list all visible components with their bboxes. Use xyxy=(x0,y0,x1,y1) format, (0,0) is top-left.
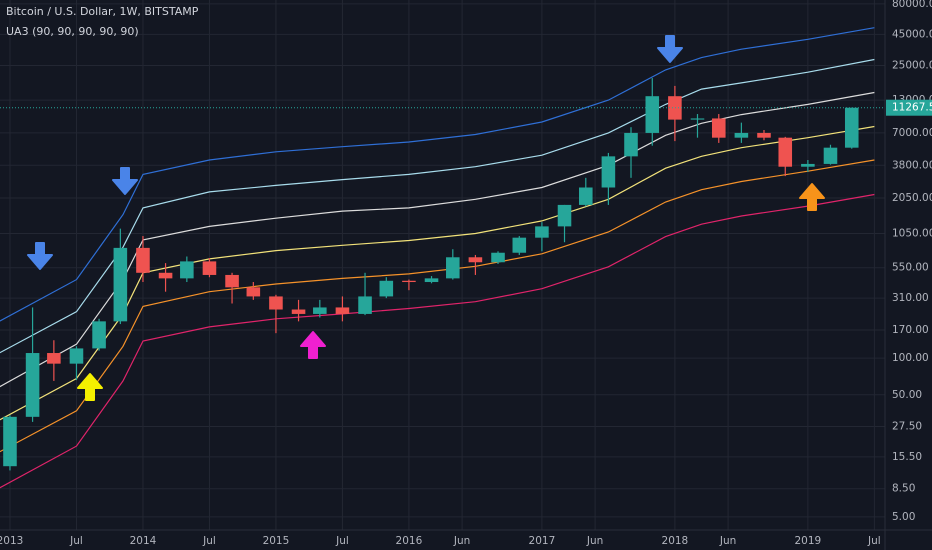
y-tick-label: 5.00 xyxy=(892,511,915,523)
candle-body xyxy=(113,247,128,322)
y-tick-label: 25000.00 xyxy=(892,59,932,71)
candle-body xyxy=(402,280,416,283)
candle-body xyxy=(601,156,616,188)
x-tick-label: 2019 xyxy=(795,535,822,547)
y-tick-label: 3800.00 xyxy=(892,159,932,171)
y-tick-label: 27.50 xyxy=(892,420,922,432)
arrow-down xyxy=(27,242,53,270)
x-tick-label: 2013 xyxy=(0,535,23,547)
band-line xyxy=(0,58,875,354)
candle-body xyxy=(491,252,505,263)
candles xyxy=(0,78,885,471)
x-tick-label: 2017 xyxy=(529,535,556,547)
bands xyxy=(0,27,875,489)
y-tick-label: 8.50 xyxy=(892,483,915,495)
band-line xyxy=(0,159,875,453)
x-tick-label: Jun xyxy=(586,535,603,547)
candle-body xyxy=(69,348,84,364)
y-tick-label: 80000.00 xyxy=(892,0,932,10)
candle-body xyxy=(379,280,394,297)
candle-body xyxy=(313,307,327,314)
candle-body xyxy=(557,204,572,227)
x-tick-label: Jul xyxy=(202,535,216,547)
grid xyxy=(0,0,885,530)
candle-body xyxy=(844,107,859,148)
x-tick-label: 2018 xyxy=(662,535,689,547)
y-tick-label: 15.50 xyxy=(892,451,922,463)
arrow-down xyxy=(657,35,683,63)
indicator-label: UA3 (90, 90, 90, 90, 90) xyxy=(6,25,139,38)
candle-body xyxy=(3,416,17,467)
candle-body xyxy=(645,96,660,133)
y-tick-label: 1050.00 xyxy=(892,227,932,239)
candle-body xyxy=(734,132,749,138)
x-tick-label: Jul xyxy=(69,535,83,547)
x-tick-label: Jul xyxy=(867,535,881,547)
band-line xyxy=(0,193,875,489)
candle-body xyxy=(47,353,61,364)
candle-body xyxy=(823,147,838,164)
candle-body xyxy=(424,278,439,283)
x-tick-label: Jun xyxy=(719,535,736,547)
y-tick-label: 50.00 xyxy=(892,389,922,401)
candle-body xyxy=(269,296,283,310)
arrow-down xyxy=(112,167,138,195)
y-tick-label: 170.00 xyxy=(892,324,929,336)
candle-body xyxy=(225,274,239,288)
y-tick-label: 45000.00 xyxy=(892,28,932,40)
y-tick-label: 2050.00 xyxy=(892,192,932,204)
candle-body xyxy=(158,272,173,279)
candle-body xyxy=(202,261,217,275)
arrow-up xyxy=(799,183,825,211)
candle-body xyxy=(468,257,483,263)
annotation-arrows xyxy=(27,35,825,401)
last-price-badge xyxy=(886,99,932,116)
y-tick-label: 100.00 xyxy=(892,352,929,364)
candle-body xyxy=(801,163,815,167)
x-tick-label: 2014 xyxy=(130,535,157,547)
band-line xyxy=(0,125,875,421)
candle-body xyxy=(512,237,527,253)
candle-body xyxy=(136,247,150,273)
candle-body xyxy=(92,321,106,349)
arrow-up xyxy=(77,373,103,401)
y-tick-label: 310.00 xyxy=(892,292,929,304)
chart-title: Bitcoin / U.S. Dollar, 1W, BITSTAMP xyxy=(6,5,199,18)
candle-body xyxy=(579,187,593,205)
x-tick-label: 2015 xyxy=(263,535,290,547)
candle-body xyxy=(535,226,549,238)
candle-body xyxy=(624,132,638,157)
x-tick-label: Jul xyxy=(335,535,349,547)
band-line xyxy=(0,27,875,322)
arrow-up xyxy=(300,331,326,359)
candle-body xyxy=(446,257,460,279)
x-tick-label: 2016 xyxy=(396,535,423,547)
candle-body xyxy=(711,118,726,138)
candle-body xyxy=(690,118,705,120)
candle-body xyxy=(778,137,793,167)
candle-body xyxy=(291,309,306,314)
candle-body xyxy=(668,96,682,120)
candle-body xyxy=(757,132,771,138)
candle-body xyxy=(335,307,350,314)
x-tick-label: Jun xyxy=(453,535,470,547)
y-tick-label: 7000.00 xyxy=(892,127,932,139)
candle-body xyxy=(25,353,40,417)
candle-body xyxy=(180,261,194,279)
last-price-label: 11267.53 xyxy=(892,102,932,114)
candle-body xyxy=(358,296,372,314)
candle-body xyxy=(246,287,261,297)
y-tick-label: 550.00 xyxy=(892,262,929,274)
